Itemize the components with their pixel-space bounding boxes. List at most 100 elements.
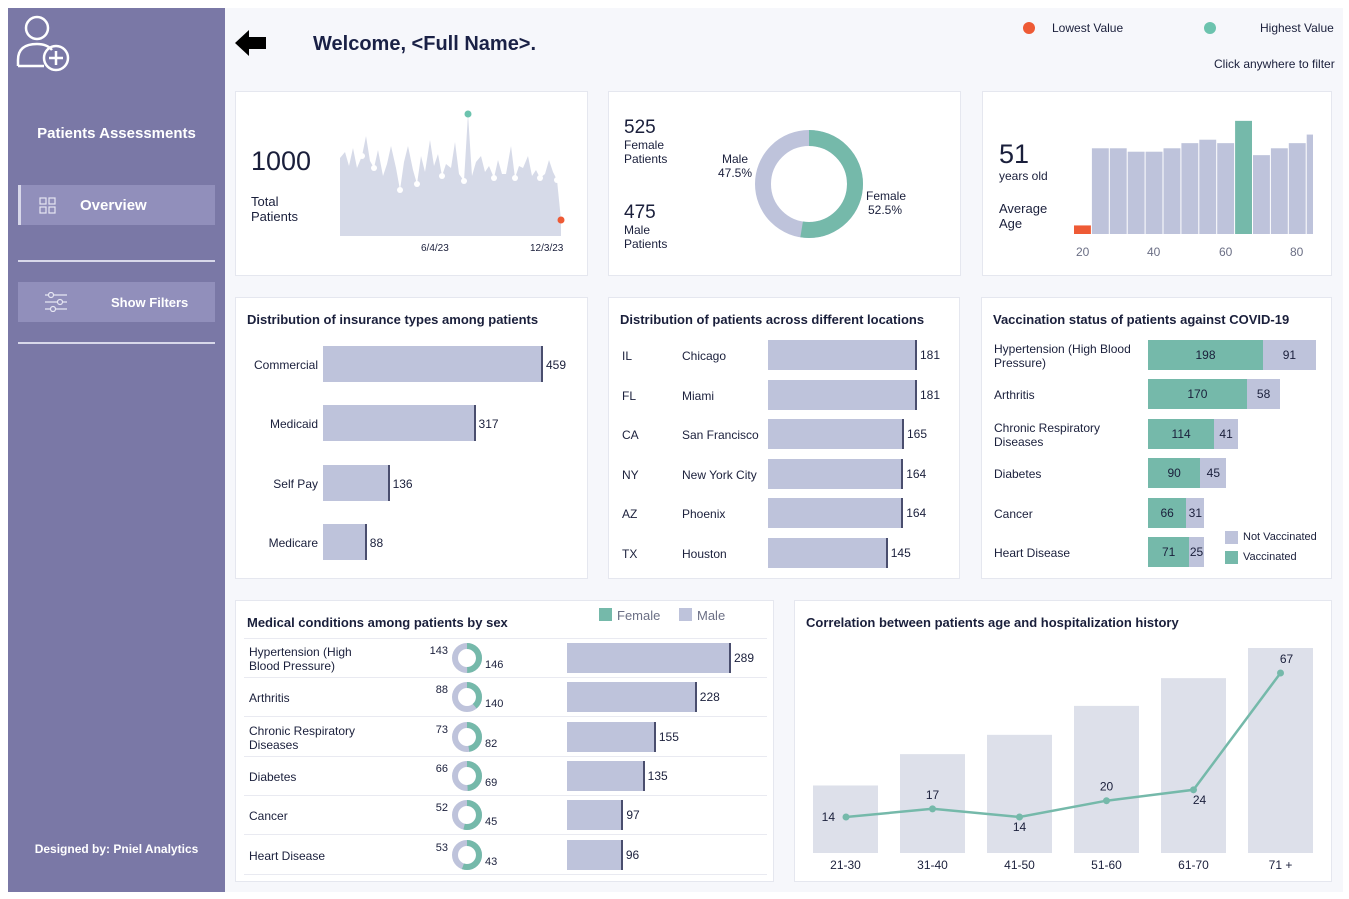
average-age-label: Age <box>999 216 1023 231</box>
hospitalization-point[interactable] <box>1190 786 1197 794</box>
age-bar[interactable] <box>1145 151 1163 234</box>
locations-card[interactable]: Distribution of patients across differen… <box>608 297 960 579</box>
bar-end-tick <box>915 379 917 410</box>
age-histogram[interactable] <box>1073 106 1313 236</box>
data-label: 24 <box>1193 793 1207 807</box>
age-bar[interactable] <box>1199 139 1217 234</box>
age-bar[interactable] <box>1091 148 1109 234</box>
bar-end-tick <box>387 465 390 501</box>
age-bar[interactable] <box>1253 155 1270 234</box>
condition-total-bar[interactable] <box>567 721 654 752</box>
hospitalization-line[interactable] <box>845 672 1282 819</box>
patients-trend-chart[interactable] <box>336 106 571 256</box>
location-bar[interactable] <box>768 379 915 410</box>
trend-point[interactable] <box>557 216 565 224</box>
condition-total-bar[interactable] <box>567 760 643 791</box>
sex-split-donut[interactable] <box>450 838 484 872</box>
average-age-card[interactable]: 51 years old Average Age 20 40 60 80 <box>982 91 1332 276</box>
sex-donut-chart[interactable] <box>754 129 864 239</box>
not-vaccinated-bar[interactable]: 41 <box>1214 418 1239 449</box>
trend-point[interactable] <box>464 110 472 118</box>
trend-point <box>414 181 420 187</box>
add-user-icon[interactable] <box>14 10 78 74</box>
age-group-bar[interactable] <box>1161 678 1226 853</box>
location-bar[interactable] <box>768 340 915 370</box>
female-slice[interactable] <box>452 800 482 831</box>
insurance-bar[interactable] <box>323 405 474 441</box>
age-group-bar[interactable] <box>1074 705 1139 853</box>
vaccinated-bar[interactable]: 90 <box>1148 458 1201 489</box>
age-group-bar[interactable] <box>900 754 965 853</box>
age-bar[interactable] <box>1235 120 1252 234</box>
age-bar[interactable] <box>1074 225 1091 234</box>
age-bar[interactable] <box>1288 143 1306 234</box>
vaccinated-bar[interactable]: 198 <box>1148 340 1263 370</box>
location-bar[interactable] <box>768 458 902 489</box>
female-slice[interactable] <box>452 682 482 713</box>
condition-label: Diabetes <box>249 769 297 784</box>
age-bar[interactable] <box>1270 148 1288 234</box>
condition-label: Chronic Respiratory <box>249 723 356 738</box>
insurance-bar[interactable] <box>323 346 541 382</box>
age-bar[interactable] <box>1109 148 1127 234</box>
female-slice[interactable] <box>755 130 863 238</box>
location-bar[interactable] <box>768 498 902 529</box>
location-bar[interactable] <box>768 538 886 568</box>
age-hospitalization-chart[interactable]: 21-30 31-40 41-50 51-60 61-70 71 + 14 17 14 20 24 6… <box>795 601 1333 883</box>
age-bar[interactable] <box>1127 151 1145 234</box>
female-slice[interactable] <box>452 839 482 870</box>
total-patients-card[interactable]: 1000 Total Patients 6/4/23 12/3/23 <box>235 91 588 276</box>
sidebar-item-label: Overview <box>80 197 147 214</box>
sex-split-donut[interactable] <box>450 798 484 832</box>
show-filters-button[interactable]: Show Filters <box>18 282 215 322</box>
age-bar[interactable] <box>1217 143 1235 234</box>
vaccinated-bar[interactable]: 170 <box>1148 379 1247 410</box>
not-vaccinated-bar[interactable]: 58 <box>1246 379 1281 410</box>
insurance-bar[interactable] <box>323 465 388 501</box>
vaccinated-bar[interactable]: 71 <box>1148 537 1190 567</box>
hospitalization-point[interactable] <box>929 805 936 813</box>
sex-split-donut[interactable] <box>450 720 484 754</box>
age-bar[interactable] <box>1306 134 1313 234</box>
female-slice[interactable] <box>452 760 482 791</box>
age-bar[interactable] <box>1163 148 1181 234</box>
vaccination-label: Cancer <box>994 506 1033 521</box>
not-vaccinated-bar[interactable]: 25 <box>1189 537 1204 567</box>
location-state: FL <box>622 388 637 403</box>
vaccinated-bar[interactable]: 66 <box>1148 497 1187 528</box>
hospitalization-point[interactable] <box>1277 669 1284 677</box>
sex-split-donut[interactable] <box>450 759 484 793</box>
condition-total-bar[interactable] <box>567 682 695 713</box>
female-slice[interactable] <box>452 643 482 673</box>
insurance-card[interactable]: Distribution of insurance types among pa… <box>235 297 588 579</box>
vaccination-card[interactable]: Vaccination status of patients against C… <box>981 297 1332 579</box>
insurance-label: Commercial <box>253 358 318 372</box>
correlation-card[interactable]: Correlation between patients age and hos… <box>794 600 1332 882</box>
age-bar[interactable] <box>1181 143 1199 234</box>
hospitalization-point[interactable] <box>1016 813 1023 821</box>
sex-split-donut[interactable] <box>450 680 484 714</box>
patients-by-sex-card[interactable]: 525 Female Patients 475 Male Patients Ma… <box>608 91 961 276</box>
vaccinated-bar[interactable]: 114 <box>1148 418 1215 449</box>
female-slice[interactable] <box>452 721 482 752</box>
bar-end-tick <box>642 760 645 791</box>
hospitalization-point[interactable] <box>842 813 850 821</box>
insurance-bar[interactable] <box>323 524 365 560</box>
not-vaccinated-bar[interactable]: 45 <box>1200 458 1227 489</box>
back-arrow-icon[interactable] <box>234 28 268 58</box>
condition-label: Diseases <box>249 737 299 752</box>
conditions-by-sex-card[interactable]: Medical conditions among patients by sex… <box>235 600 774 882</box>
not-vaccinated-bar[interactable]: 91 <box>1263 340 1316 370</box>
condition-total-bar[interactable] <box>567 643 729 673</box>
hospitalization-point[interactable] <box>1103 797 1110 805</box>
age-group-bar[interactable] <box>987 734 1052 853</box>
sidebar-item-overview[interactable]: Overview <box>18 185 215 225</box>
male-count: 45 <box>485 816 498 829</box>
condition-total-bar[interactable] <box>567 839 621 870</box>
location-bar[interactable] <box>768 419 902 450</box>
not-vaccinated-bar[interactable]: 31 <box>1186 497 1205 528</box>
condition-total-bar[interactable] <box>567 800 622 831</box>
age-group-bar[interactable] <box>1248 648 1313 853</box>
sex-split-donut[interactable] <box>450 641 484 675</box>
condition-label: Arthritis <box>249 691 290 706</box>
